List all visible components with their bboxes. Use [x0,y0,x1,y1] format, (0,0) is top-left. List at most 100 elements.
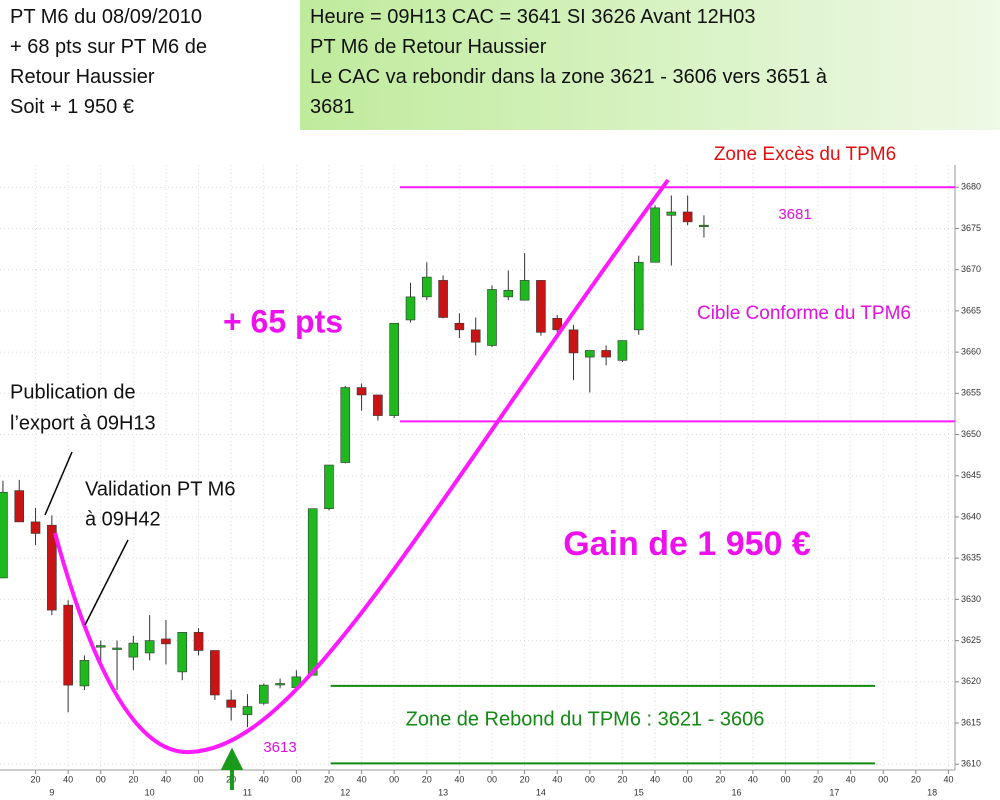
y-tick-label: 3660 [961,346,981,356]
candle-body [112,647,122,650]
x-tick-label: 20 [617,774,627,784]
candle-body [699,224,709,227]
hour-label: 15 [634,787,644,797]
candle-body [438,280,448,318]
x-tick-label: 40 [357,774,367,784]
x-tick-label: 00 [683,774,693,784]
annotation: Gain de 1 950 € [563,525,811,563]
y-tick-label: 3655 [961,388,981,398]
candle-body [373,394,383,416]
entry-arrow [220,747,244,790]
x-tick-label: 20 [128,774,138,784]
levels [330,186,955,765]
hour-label: 14 [536,787,546,797]
trend-curve [53,178,670,755]
candle-body [340,387,351,463]
hour-label: 9 [49,787,54,797]
candle-body [536,280,546,333]
candle-body [422,276,432,298]
candle-body [144,640,155,654]
pointer-line [44,451,73,516]
candle-body [633,261,644,331]
annotation: l’export à 09H13 [10,412,156,434]
x-tick-label: 20 [324,774,334,784]
annotation: 3681 [778,206,811,223]
candle-body [666,211,677,216]
annotation: Zone de Rebond du TPM6 : 3621 - 3606 [406,708,765,730]
annotation: Cible Conforme du TPM6 [697,303,911,324]
header-line: PT M6 du 08/09/2010 [10,6,202,28]
candle-body [30,521,41,534]
candle-body [161,638,171,645]
header-left: PT M6 du 08/09/2010 + 68 pts sur PT M6 d… [0,0,300,130]
header-line: 3681 [310,96,355,118]
candle-body [210,650,220,696]
x-tick-label: 20 [911,774,921,784]
y-tick-label: 3645 [961,470,981,480]
header-line: Le CAC va rebondir dans la zone 3621 - 3… [310,66,828,88]
y-tick-label: 3670 [961,264,981,274]
candle-body [682,211,693,223]
x-tick-label: 40 [846,774,856,784]
annotation: Publication de [10,381,136,403]
x-tick-label: 00 [780,774,790,784]
header-line: Heure = 09H13 CAC = 3641 SI 3626 Avant 1… [310,6,756,28]
x-tick-label: 00 [585,774,595,784]
candle-body [14,490,25,523]
candles [0,195,709,728]
y-tick-label: 3680 [961,182,981,192]
candle-body [95,645,106,648]
candle-body [650,207,660,263]
x-tick-label: 20 [715,774,725,784]
y-tick-label: 3610 [961,759,981,769]
annotation: + 65 pts [223,303,343,339]
candle-body [405,296,416,321]
candle-body [519,280,530,301]
annotation: à 09H42 [85,508,161,530]
header-line: + 68 pts sur PT M6 de [10,36,207,58]
chart-background [0,130,1000,800]
x-tick-label: 40 [552,774,562,784]
annotation: Zone Excès du TPM6 [714,144,896,165]
header-line: Retour Haussier [10,66,155,88]
hour-label: 18 [927,787,937,797]
hour-label: 12 [340,787,350,797]
y-tick-label: 3640 [961,511,981,521]
x-tick-label: 20 [520,774,530,784]
annotation: Validation PT M6 [85,478,235,500]
x-tick-label: 20 [31,774,41,784]
header-line: PT M6 de Retour Haussier [310,36,547,58]
hour-label: 10 [145,787,155,797]
x-tick-label: 40 [748,774,758,784]
candle-body [585,350,595,358]
candle-body [454,322,465,331]
x-tick-label: 40 [650,774,660,784]
x-tick-label: 00 [194,774,204,784]
candle-body [242,706,253,716]
x-tick-label: 40 [259,774,269,784]
candle-body [307,508,318,676]
chart: 3610 3615 3620 3625 3630 3635 3640 3645 3650 3655… [0,130,1000,800]
candle-body [177,632,188,673]
y-tick-label: 3620 [961,676,981,686]
header-right: Heure = 09H13 CAC = 3641 SI 3626 Avant 1… [300,0,1000,130]
x-tick-label: 40 [63,774,73,784]
x-tick-label: 00 [487,774,497,784]
hour-label: 11 [243,787,252,797]
candle-body [389,322,399,416]
candle-body [0,491,8,579]
x-tick-label: 40 [161,774,171,784]
y-tick-label: 3625 [961,635,981,645]
y-tick-label: 3665 [961,305,981,315]
header-line: Soit + 1 950 € [10,96,134,118]
y-tick-label: 3615 [961,717,981,727]
annotation: 3613 [263,739,296,756]
candle-body [568,329,579,354]
candle-body [193,632,204,651]
x-tick-label: 40 [943,774,953,784]
candle-body [356,387,367,396]
candle-body [128,642,139,658]
candle-body [601,350,611,358]
candle-body [79,660,90,687]
